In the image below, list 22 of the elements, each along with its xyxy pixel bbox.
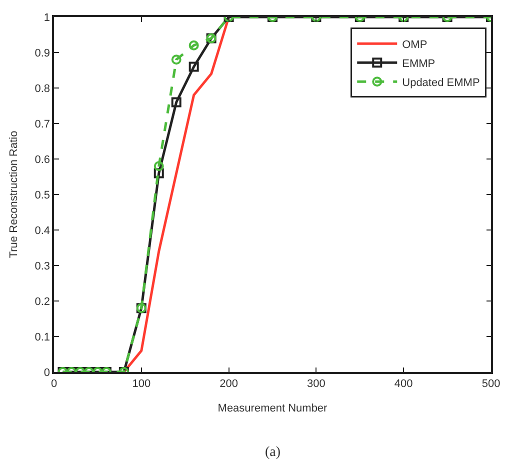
y-tick-label: 0.4 [34, 224, 50, 237]
legend-label: Updated EMMP [402, 76, 480, 89]
y-tick-label: 0.5 [34, 189, 50, 202]
x-tick-label: 200 [220, 378, 238, 390]
x-tick-label: 300 [307, 378, 326, 390]
y-axis-title: True Reconstruction Ratio [8, 130, 20, 258]
y-tick-label: 0 [44, 366, 50, 379]
y-tick-label: 1 [44, 12, 50, 24]
y-tick-label: 0.8 [34, 82, 50, 95]
text: (a) [265, 445, 281, 460]
x-tick-label: 500 [482, 378, 500, 390]
legend-label: EMMP [402, 58, 436, 70]
x-axis-title: Measurement Number [218, 402, 328, 415]
legend-label: OMP [402, 38, 428, 51]
y-tick-label: 0.2 [34, 296, 50, 308]
x-tick-label: 100 [132, 378, 151, 390]
y-tick-label: 0.7 [34, 118, 50, 130]
y-tick-label: 0.1 [34, 331, 50, 344]
y-tick-label: 0.3 [34, 260, 50, 272]
x-tick-label: 400 [394, 378, 413, 390]
y-tick-label: 0.9 [34, 47, 50, 60]
y-tick-label: 0.6 [34, 154, 50, 166]
